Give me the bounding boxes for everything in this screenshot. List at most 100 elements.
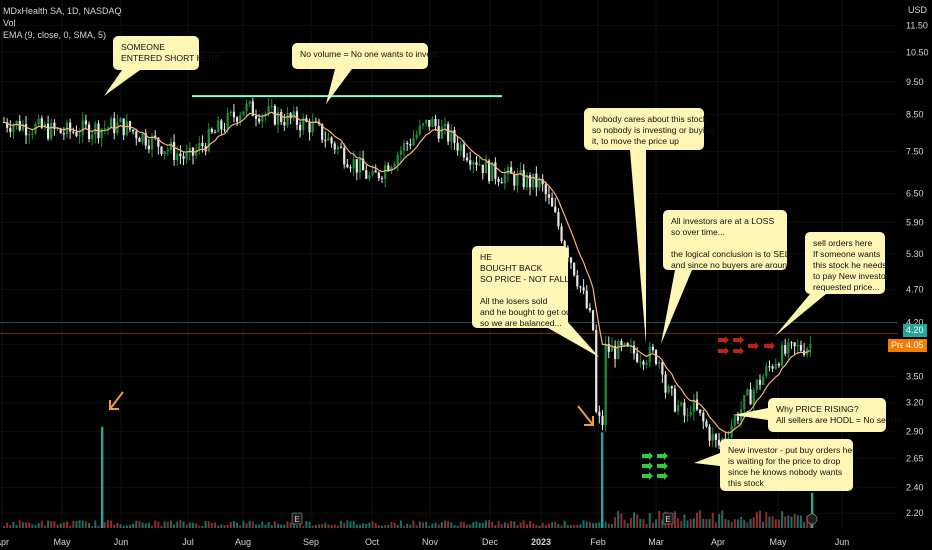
volume-bar-216 (683, 514, 686, 528)
candle-body-149 (472, 162, 475, 165)
candle-body-194 (614, 345, 617, 359)
candle-body-135 (428, 119, 431, 127)
volume-bar-229 (724, 518, 727, 528)
candle-body-94 (299, 124, 302, 131)
candle-body-208 (658, 362, 661, 364)
candle-body-41 (132, 129, 135, 132)
candle-body-221 (699, 409, 702, 413)
candle-body-106 (336, 146, 339, 150)
volume-bar-165 (522, 520, 525, 528)
volume-bar-20 (66, 521, 68, 528)
volume-bar-53 (169, 520, 172, 528)
volume-bar-174 (551, 522, 554, 528)
volume-bar-44 (141, 522, 144, 528)
candle-body-117 (371, 170, 374, 176)
volume-bar-161 (510, 521, 513, 528)
y-tick-label-3: 8.50 (906, 110, 924, 120)
volume-bar-171 (541, 522, 544, 528)
no-volume-note[interactable]: No volume = No one wants to invest (292, 43, 438, 69)
volume-bar-58 (185, 524, 188, 528)
sell-order-arrow-4 (748, 342, 759, 350)
volume-bar-189 (598, 522, 601, 528)
candle-body-137 (434, 118, 437, 126)
volume-bar-5 (18, 520, 21, 528)
volume-bar-247 (781, 511, 784, 528)
candle-body-65 (207, 128, 210, 152)
volume-bar-68 (217, 525, 220, 528)
volume-bar-241 (762, 521, 765, 528)
candle-body-227 (717, 439, 721, 446)
candle-body-52 (166, 149, 169, 152)
volume-bar-246 (777, 519, 780, 528)
volume-bar-166 (525, 524, 528, 528)
volume-bar-52 (166, 521, 169, 528)
candle-body-118 (374, 170, 377, 173)
volume-bar-60 (192, 522, 194, 528)
volume-bar-15 (50, 521, 53, 528)
candle-body-23 (75, 132, 78, 137)
volume-bar-230 (727, 520, 730, 528)
candle-body-111 (352, 159, 355, 169)
volume-bar-80 (255, 524, 257, 528)
volume-bar-22 (72, 520, 75, 528)
candle-body-165 (522, 170, 525, 188)
bought-back-note[interactable]: HE BOUGHT BACK SO PRICE - NOT FALL All t… (472, 246, 573, 328)
volume-bar-237 (749, 518, 752, 528)
candle-body-63 (201, 142, 204, 147)
volume-bar-183 (579, 524, 582, 528)
candle-body-102 (324, 139, 327, 141)
volume-bar-250 (790, 516, 793, 528)
volume-bar-158 (500, 524, 503, 528)
candle-body-108 (343, 147, 346, 165)
symbol-title[interactable]: MDxHealth SA, 1D, NASDAQ (3, 6, 122, 16)
candle-body-182 (576, 275, 579, 287)
candle-body-31 (100, 128, 103, 139)
sell-order-arrow-1 (733, 336, 744, 344)
x-tick-label-3: Jul (182, 537, 194, 547)
orange-arrow-0-head (109, 400, 119, 410)
candle-body-122 (387, 165, 390, 172)
candle-body-140 (443, 123, 447, 127)
candle-body-45 (144, 133, 147, 146)
volume-bar-176 (557, 523, 560, 528)
new-investor-note[interactable]: New investor - put buy orders here is wa… (720, 439, 860, 491)
candle-body-243 (768, 366, 771, 368)
candle-body-154 (488, 160, 491, 182)
candle-body-128 (406, 142, 409, 145)
x-tick-label-10: Feb (590, 537, 606, 547)
volume-bar-36 (116, 522, 119, 528)
volume-bar-218 (689, 519, 692, 528)
candle-body-42 (135, 131, 138, 139)
volume-bar-21 (69, 525, 72, 528)
candle-body-241 (762, 376, 765, 385)
candle-body-246 (777, 363, 780, 366)
investors-loss-note[interactable]: All investors are at a LOSS so over time… (663, 210, 799, 270)
y-tick-label-11: 3.50 (906, 371, 924, 381)
candle-body-180 (569, 257, 573, 263)
volume-bar-120 (381, 525, 383, 528)
candle-body-142 (450, 130, 453, 142)
candle-body-178 (563, 241, 566, 248)
candle-body-125 (396, 154, 399, 165)
sell-orders-note[interactable]: sell orders here If someone wants this s… (805, 232, 888, 294)
price-rising-note[interactable]: Why PRICE RISING? All sellers are HODL =… (768, 398, 902, 432)
volume-bar-172 (544, 524, 547, 528)
candle-body-230 (727, 437, 730, 439)
short-entry-note[interactable]: SOMEONE ENTERED SHORT HERE (113, 36, 220, 70)
volume-bar-69 (220, 524, 223, 528)
candle-body-152 (481, 164, 484, 174)
candle-body-114 (362, 158, 365, 171)
candle-body-66 (210, 128, 213, 133)
chart-legend: MDxHealth SA, 1D, NASDAQ Vol EMA (9, clo… (3, 5, 122, 41)
candle-body-130 (412, 137, 415, 146)
volume-bar-162 (513, 521, 516, 528)
ema-legend[interactable]: EMA (9, close, 0, SMA, 5) (3, 30, 107, 40)
candle-body-218 (689, 412, 692, 415)
volume-bar-73 (232, 521, 235, 528)
volume-bar-57 (182, 521, 185, 528)
volume-legend[interactable]: Vol (3, 18, 16, 28)
candle-body-32 (103, 128, 106, 130)
nobody-cares-note[interactable]: Nobody cares about this stock so nobody … (584, 108, 714, 150)
candle-body-48 (154, 135, 157, 138)
volume-bar-99 (314, 524, 317, 528)
